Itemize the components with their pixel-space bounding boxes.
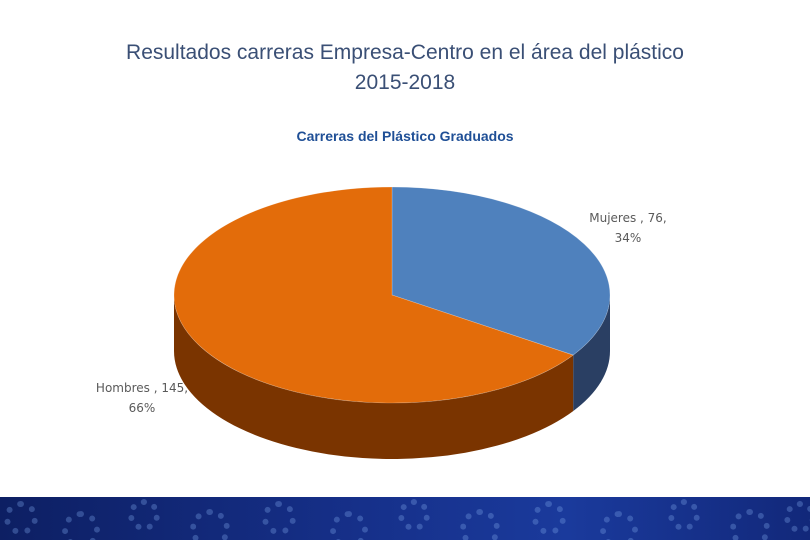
gear-icon (460, 509, 500, 540)
data-label-hombres-line-1: Hombres , 145, (95, 381, 189, 395)
data-label-mujeres: Mujeres , 76, 34% (572, 208, 684, 248)
slide-title: Resultados carreras Empresa-Centro en el… (0, 38, 810, 98)
gear-icon (398, 499, 430, 531)
pie-slice-hombres (173, 186, 574, 404)
data-label-mujeres-line-2: 34% (614, 231, 642, 245)
gear-icon (128, 499, 160, 531)
gear-icon (4, 501, 38, 535)
gear-icon (330, 511, 368, 540)
gear-icon (62, 511, 100, 540)
gear-icon (532, 501, 566, 535)
gear-icon (600, 511, 638, 540)
data-label-mujeres-line-1: Mujeres , 76, (589, 211, 667, 225)
gear-icon (262, 501, 296, 535)
slide-title-line-1: Resultados carreras Empresa-Centro en el… (126, 41, 684, 64)
chart-title: Carreras del Plástico Graduados (296, 128, 514, 144)
footer-gear-band (0, 497, 810, 540)
data-label-hombres-line-2: 66% (128, 401, 156, 415)
gear-icon (784, 501, 810, 533)
gear-icon (668, 499, 700, 531)
pie-slice-mujeres (391, 186, 611, 356)
data-label-hombres: Hombres , 145, 66% (86, 378, 198, 418)
gear-icon (190, 509, 230, 540)
pie-side-hombres (174, 295, 574, 459)
gear-icon (730, 509, 770, 540)
pie-side-mujeres (573, 295, 610, 412)
slide-title-line-2: 2015-2018 (354, 71, 456, 94)
